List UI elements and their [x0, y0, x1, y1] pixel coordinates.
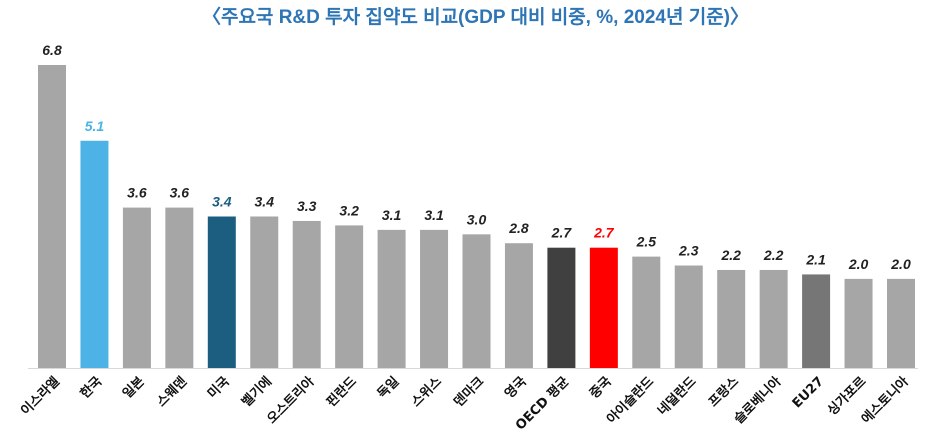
tick-label: 벨기에 — [238, 374, 275, 411]
bar — [38, 65, 66, 368]
data-label: 3.4 — [255, 194, 275, 210]
tick-label: 미국 — [204, 373, 232, 401]
bar — [504, 243, 533, 368]
data-label: 2.0 — [890, 256, 911, 272]
data-label: 2.7 — [593, 225, 615, 241]
tick-label: 중국 — [587, 374, 615, 402]
bar — [420, 229, 449, 368]
chart-title: 〈주요국 R&D 투자 집약도 비교(GDP 대비 비중, %, 2024년 기… — [201, 7, 750, 28]
data-label: 2.0 — [848, 256, 869, 272]
tick-label: 오스트리아 — [264, 373, 318, 427]
bar — [589, 247, 618, 368]
bar — [632, 256, 661, 368]
data-label: 2.2 — [720, 247, 741, 263]
tick-label: 독일 — [375, 374, 403, 402]
bar — [887, 278, 915, 368]
bar — [250, 216, 279, 368]
tick-label: 네덜란드 — [654, 373, 699, 418]
data-label: 3.4 — [212, 194, 232, 210]
tick-label: EU27 — [790, 374, 827, 411]
data-label: 3.6 — [127, 185, 147, 201]
data-label: 3.3 — [297, 198, 317, 214]
data-label: 5.1 — [85, 118, 105, 134]
bar — [165, 207, 194, 368]
tick-label: 스위스 — [409, 374, 445, 410]
bar — [462, 234, 491, 368]
bar — [377, 229, 406, 368]
tick-label: 한국 — [77, 373, 105, 401]
data-label: 2.2 — [763, 247, 784, 263]
data-label: 3.1 — [382, 207, 402, 223]
tick-label: 에스토니아 — [858, 373, 912, 427]
data-label: 3.6 — [170, 185, 190, 201]
tick-label: 일본 — [120, 374, 148, 402]
data-label: 3.1 — [424, 207, 444, 223]
tick-label: 덴마크 — [451, 373, 488, 410]
bar — [207, 216, 236, 368]
tick-label: 아이슬란드 — [604, 373, 658, 427]
tick-label: 프랑스 — [706, 374, 742, 410]
bar — [844, 278, 873, 368]
data-label: 3.0 — [467, 211, 487, 227]
bar — [802, 274, 831, 368]
data-label: 2.5 — [636, 234, 657, 250]
bar — [674, 265, 703, 368]
data-label: 3.2 — [339, 202, 359, 218]
bar — [717, 269, 746, 368]
bar — [122, 207, 151, 368]
tick-label: 영국 — [502, 374, 530, 402]
bar — [759, 269, 788, 368]
data-label: 2.7 — [551, 225, 573, 241]
tick-label: 핀란드 — [323, 373, 360, 410]
bar — [292, 220, 321, 368]
tick-label: 스웨덴 — [153, 373, 190, 410]
bar — [80, 140, 109, 368]
data-label: 6.8 — [42, 42, 62, 58]
tick-label: 슬로베니아 — [731, 373, 785, 427]
data-label: 2.1 — [805, 251, 826, 267]
bar — [547, 247, 576, 368]
bar — [335, 225, 364, 368]
data-label: 2.8 — [508, 220, 529, 236]
tick-label: 이스라엘 — [18, 373, 63, 418]
data-label: 2.3 — [678, 243, 699, 259]
